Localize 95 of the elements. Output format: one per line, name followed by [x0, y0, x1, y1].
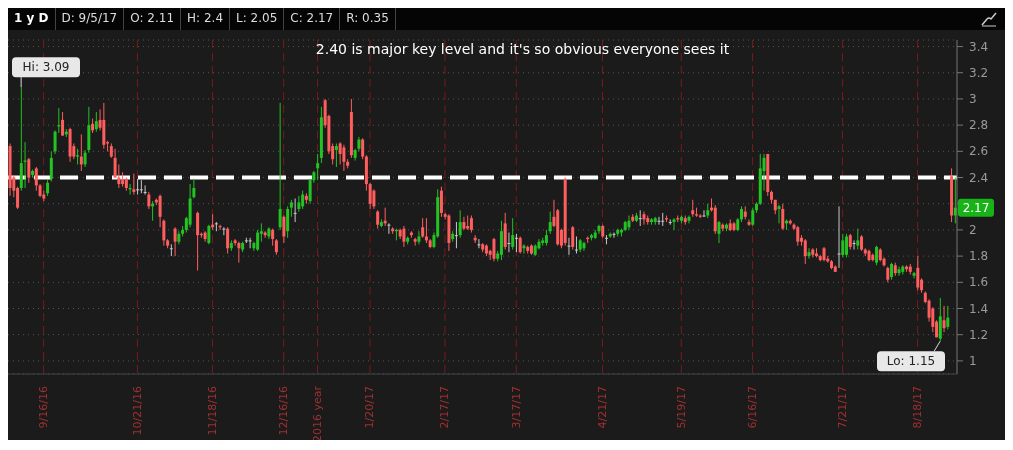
candlestick	[143, 184, 147, 196]
x-tick-label: 1/20/17	[363, 386, 377, 429]
candlestick	[361, 137, 365, 160]
annotation: 2.40 is major key level and it's so obvious everyone sees it	[315, 41, 730, 57]
x-tick-label: 11/18/16	[205, 386, 219, 436]
candlestick	[173, 226, 177, 257]
candlestick	[856, 228, 860, 251]
candlestick	[612, 232, 616, 239]
candlestick	[657, 216, 661, 226]
candlestick	[942, 305, 946, 333]
candlestick	[852, 239, 856, 251]
candlestick	[514, 233, 518, 253]
y-tick-label: 3.4	[969, 39, 989, 54]
candlestick	[424, 217, 428, 244]
candlestick	[293, 197, 297, 223]
candlestick	[169, 243, 173, 257]
candlestick	[462, 216, 466, 231]
y-tick-label: 1.4	[969, 301, 989, 316]
candlestick	[567, 237, 571, 256]
candlestick	[417, 230, 421, 245]
candlestick	[132, 173, 136, 196]
candlestick	[334, 142, 338, 168]
candlestick	[316, 153, 320, 181]
candlestick	[916, 255, 920, 291]
candlestick	[897, 266, 901, 277]
candlestick	[702, 209, 706, 218]
y-tick-label: 2.4	[969, 170, 989, 185]
x-tick-label: 12/16/16	[277, 386, 291, 436]
annotation: Hi: 3.09	[22, 60, 70, 75]
candlestick	[237, 241, 241, 264]
candlestick	[286, 205, 290, 239]
x-tick-label: 3/17/17	[509, 386, 523, 429]
candlestick	[668, 218, 672, 226]
candlestick	[248, 237, 252, 249]
candlestick	[751, 207, 755, 227]
candlestick	[507, 232, 511, 253]
candlestick	[256, 229, 260, 252]
candlestick	[439, 186, 443, 218]
candlestick	[458, 209, 462, 239]
candlestick	[627, 215, 631, 231]
candlestick	[49, 150, 53, 182]
candlestick	[503, 212, 507, 251]
candlestick	[807, 247, 811, 260]
candlestick	[803, 238, 807, 265]
y-tick-label: 3	[969, 91, 977, 106]
candlestick	[777, 204, 781, 224]
candlestick	[841, 233, 845, 258]
candlestick	[477, 238, 481, 249]
x-tick-label: 9/16/16	[37, 386, 51, 429]
annotation: Lo: 1.15	[886, 354, 936, 369]
x-tick-label: 5/19/17	[674, 386, 688, 429]
candlestick	[672, 217, 676, 231]
candlestick	[139, 179, 143, 194]
y-tick-label: 1.6	[969, 275, 989, 290]
chart-title: 1 y D	[8, 8, 56, 30]
candlestick	[387, 222, 391, 235]
y-tick-label: 2	[969, 222, 977, 237]
candlestick	[342, 144, 346, 172]
candlestick	[946, 305, 950, 330]
candlestick	[368, 182, 372, 210]
candlestick	[207, 224, 211, 245]
y-tick-label: 1	[969, 353, 977, 368]
candlestick	[492, 237, 496, 262]
x-tick-label: 4/21/17	[596, 386, 610, 429]
x-tick-label: 6/16/17	[746, 386, 760, 429]
x-tick-label: 10/21/16	[130, 386, 144, 436]
x-tick-label: 2/17/17	[438, 386, 452, 429]
candlestick	[717, 220, 721, 244]
candlestick	[27, 157, 31, 184]
y-tick-label: 2.8	[969, 118, 989, 133]
y-tick-label: 1.2	[969, 327, 989, 342]
candlestick	[402, 225, 406, 248]
x-tick-label: 7/21/17	[836, 386, 850, 429]
y-tick-label: 1.8	[969, 249, 989, 264]
candlestick	[571, 225, 575, 251]
candlestick	[222, 226, 226, 236]
candlestick	[548, 211, 552, 235]
y-tick-label: 3.2	[969, 65, 989, 80]
candlestick	[203, 230, 207, 243]
candlestick	[642, 211, 646, 226]
candlestick	[574, 235, 578, 254]
candlestick	[282, 215, 286, 244]
candlestick	[511, 217, 515, 251]
x-tick-label: 8/18/17	[911, 386, 925, 429]
candlestick	[837, 205, 841, 269]
candlestick	[278, 102, 282, 231]
candlestick	[781, 203, 785, 231]
candlestick	[297, 195, 301, 213]
candlestick	[747, 218, 751, 227]
candlestick	[421, 217, 425, 239]
y-tick-label: 2.6	[969, 144, 989, 159]
chart-subtitle: D: 9/5/17 O: 2.11 H: 2.4 L: 2.05 C: 2.17 R: 0.35	[60, 10, 390, 27]
annotation: 2.17	[962, 200, 990, 215]
candlestick	[713, 204, 717, 235]
candlestick	[136, 178, 140, 196]
